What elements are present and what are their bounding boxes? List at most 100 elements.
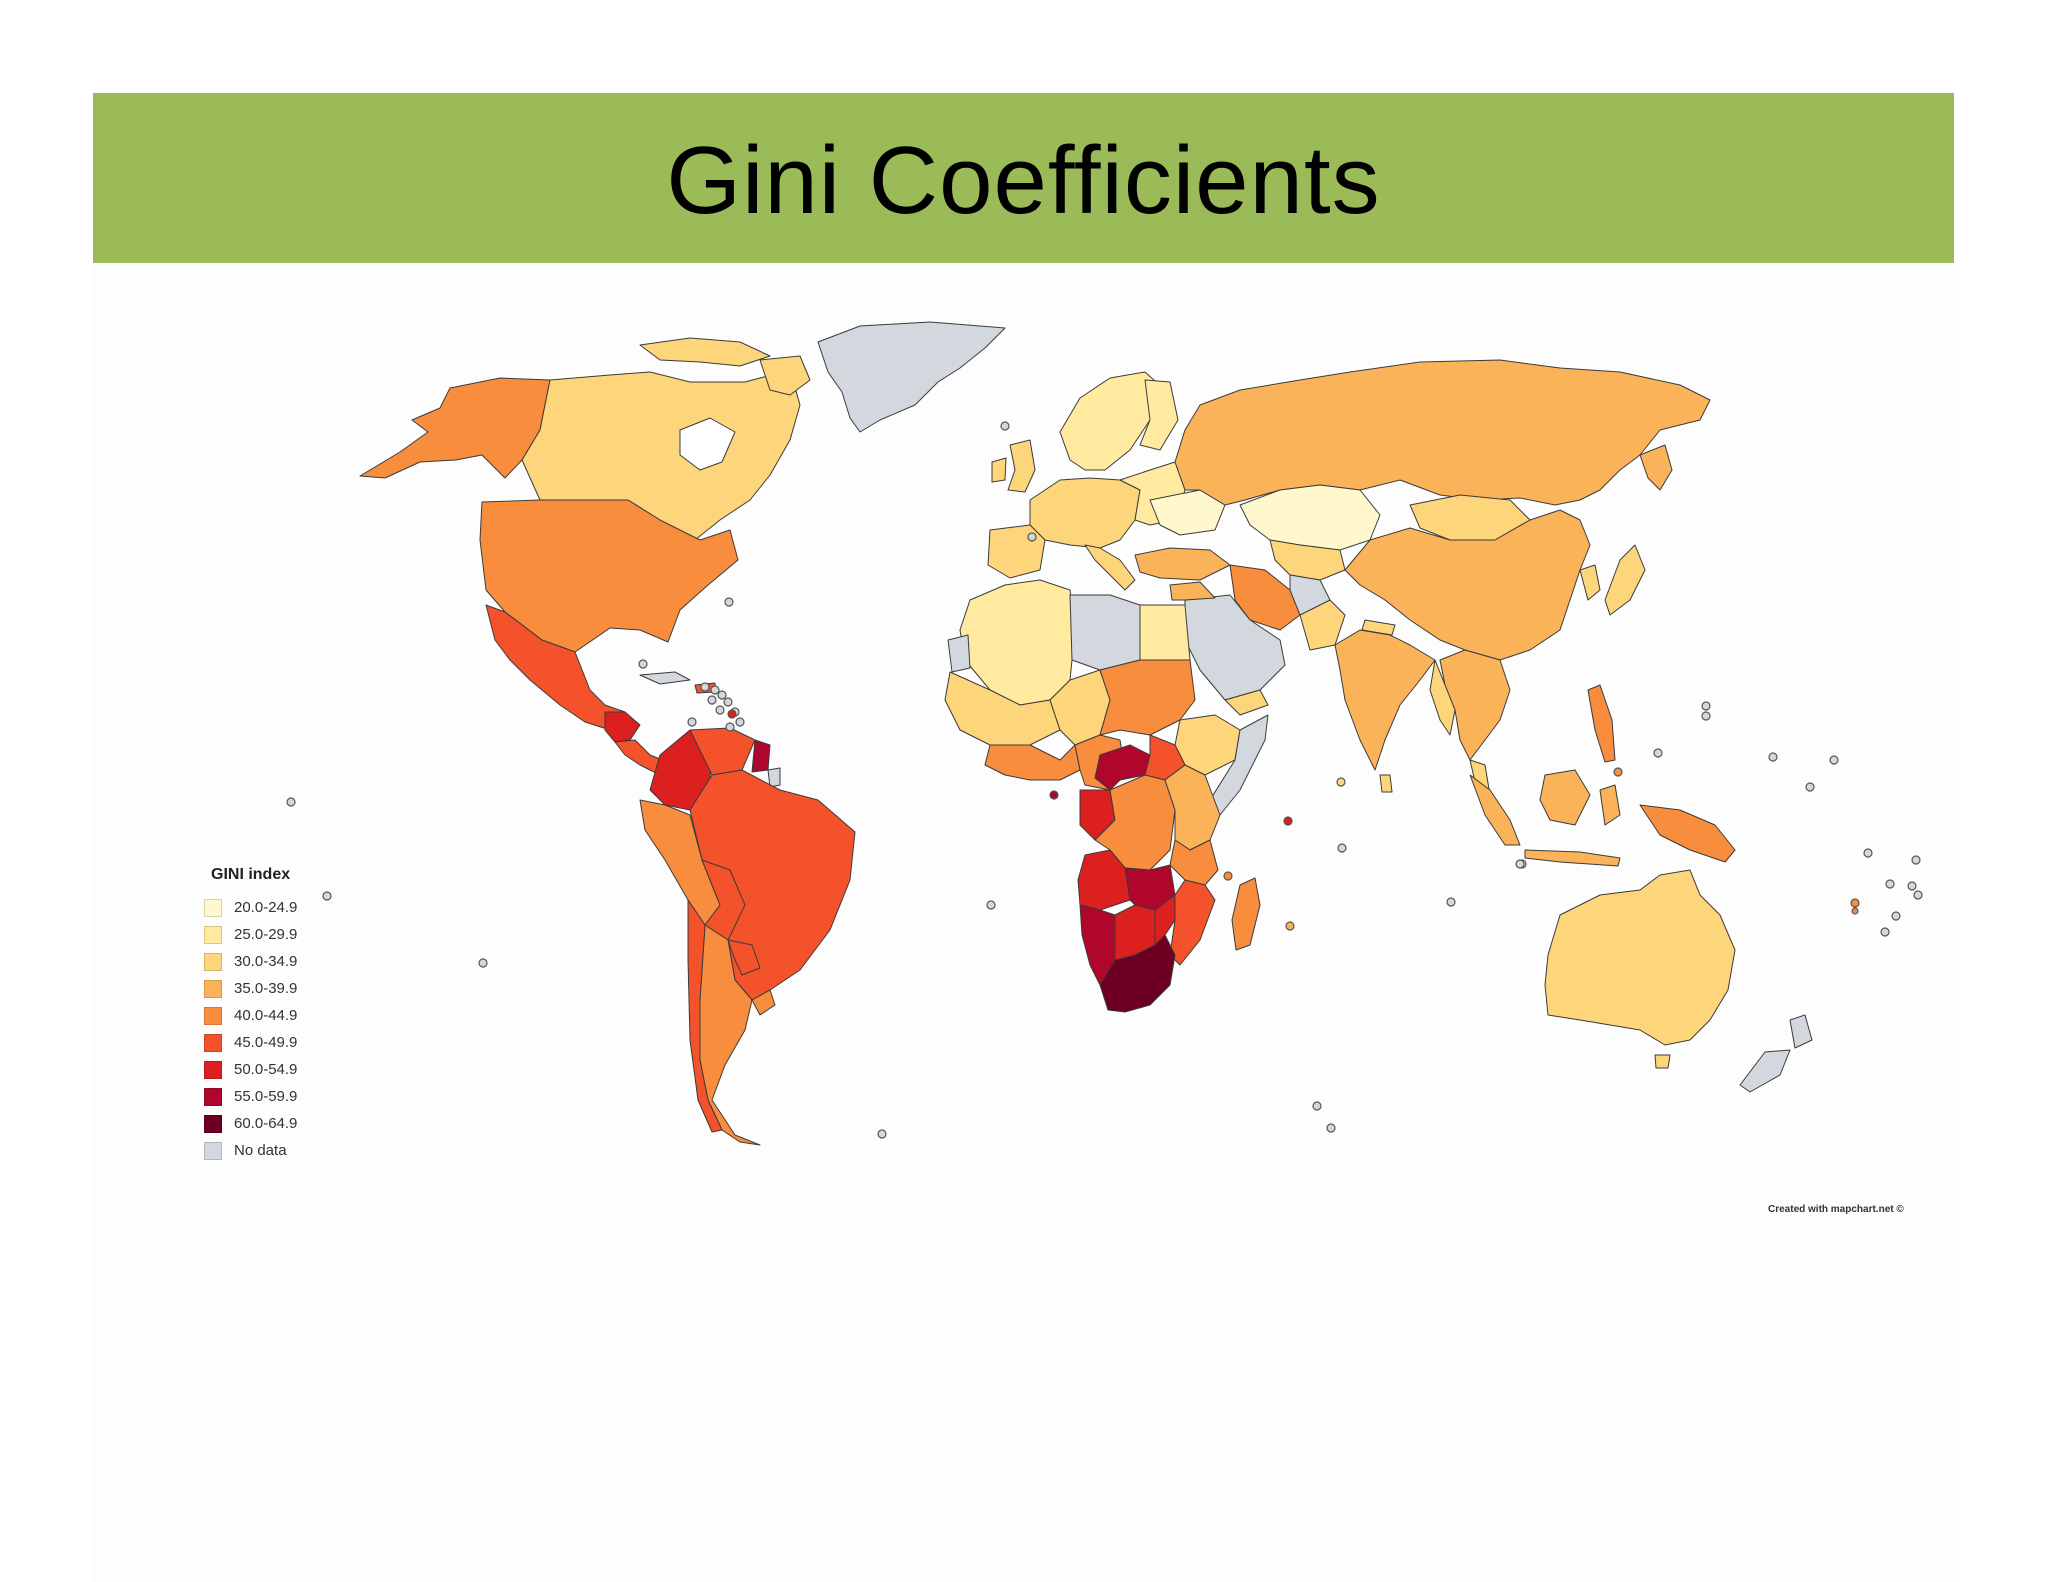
island-marker	[1829, 755, 1839, 765]
title-bar: Gini Coefficients	[93, 93, 1954, 263]
island-marker	[717, 690, 727, 700]
region-nepal	[1361, 619, 1396, 636]
island-marker	[1000, 421, 1010, 431]
region-russia-east	[1639, 444, 1673, 491]
island-marker-colored	[1851, 907, 1859, 915]
island-marker	[638, 659, 648, 669]
legend-title: GINI index	[211, 866, 291, 883]
island-marker	[1768, 752, 1778, 762]
island-marker	[725, 722, 735, 732]
region-sudan	[1099, 659, 1196, 736]
region-west-africa-coast	[984, 744, 1081, 781]
island-marker	[1312, 1101, 1322, 1111]
legend-item: 40.0-44.9	[203, 1002, 343, 1029]
region-new-guinea	[1639, 804, 1736, 863]
island-marker-colored	[1049, 790, 1059, 800]
island-marker	[1326, 1123, 1336, 1133]
legend-item: 55.0-59.9	[203, 1083, 343, 1110]
region-french-guiana	[767, 767, 781, 788]
island-marker-colored	[727, 709, 737, 719]
island-marker-colored	[1336, 777, 1346, 787]
region-myanmar	[1429, 659, 1456, 736]
region-tasmania	[1654, 1054, 1671, 1069]
region-pakistan	[1299, 599, 1346, 651]
region-somalia	[1209, 714, 1269, 816]
legend-label: 50.0-54.9	[234, 1061, 298, 1078]
island-marker	[1911, 855, 1921, 865]
region-zimbabwe	[1154, 894, 1176, 946]
legend-swatch	[204, 979, 222, 998]
legend-swatch	[204, 925, 222, 944]
region-guianas	[751, 739, 771, 773]
region-borneo	[1539, 769, 1591, 826]
region-china	[1344, 509, 1591, 661]
island-marker	[1891, 911, 1901, 921]
legend-label: 55.0-59.9	[234, 1088, 298, 1105]
legend-swatch	[204, 898, 222, 917]
region-angola	[1077, 849, 1131, 911]
region-central-america	[604, 711, 641, 743]
island-marker	[724, 597, 734, 607]
region-car	[1094, 744, 1151, 791]
region-java	[1524, 849, 1621, 867]
region-alaska	[359, 377, 551, 479]
island-marker	[710, 685, 720, 695]
region-sumatra	[1469, 774, 1521, 846]
region-uruguay	[751, 989, 776, 1016]
region-sahel-west	[944, 671, 1061, 746]
map-credit: Created with mapchart.net ©	[1768, 1204, 1904, 1215]
region-italy-balkans	[1084, 544, 1136, 591]
region-canada-islands	[639, 337, 771, 367]
legend-item: 35.0-39.9	[203, 975, 343, 1002]
region-mozambique	[1169, 879, 1216, 966]
legend-label: 45.0-49.9	[234, 1034, 298, 1051]
region-canada-islands-2	[759, 355, 811, 396]
island-marker-colored	[1285, 921, 1295, 931]
region-india	[1334, 629, 1436, 771]
island-marker	[286, 797, 296, 807]
legend-label: 25.0-29.9	[234, 926, 298, 943]
legend-label: 20.0-24.9	[234, 899, 298, 916]
island-marker	[1515, 859, 1525, 869]
island-marker	[478, 958, 488, 968]
island-marker	[1653, 748, 1663, 758]
region-egypt	[1139, 604, 1191, 661]
region-western-sahara	[947, 634, 971, 673]
region-philippines	[1587, 684, 1616, 763]
island-marker	[877, 1129, 887, 1139]
region-tanzania	[1169, 839, 1219, 886]
region-yemen	[1224, 689, 1269, 716]
region-chile	[687, 899, 723, 1133]
region-cuba	[639, 671, 691, 685]
legend-item: 60.0-64.9	[203, 1110, 343, 1137]
island-marker	[723, 697, 733, 707]
island-marker-colored	[1223, 871, 1233, 881]
island-marker	[1913, 890, 1923, 900]
island-marker	[700, 682, 710, 692]
legend-label: No data	[234, 1142, 287, 1159]
legend-item: 25.0-29.9	[203, 921, 343, 948]
region-new-zealand	[1789, 1014, 1813, 1049]
legend-swatch	[204, 952, 222, 971]
legend-item: 50.0-54.9	[203, 1056, 343, 1083]
region-iberia	[987, 524, 1046, 579]
island-marker	[1907, 881, 1917, 891]
region-greece-turkey	[1134, 547, 1231, 581]
island-marker	[986, 900, 996, 910]
region-western-europe	[1029, 477, 1141, 549]
region-russia	[1174, 359, 1711, 506]
island-marker	[1027, 532, 1037, 542]
region-ireland	[991, 457, 1007, 483]
legend-swatch	[204, 1141, 222, 1160]
island-marker	[1863, 848, 1873, 858]
legend-swatch	[204, 1033, 222, 1052]
slide-title: Gini Coefficients	[666, 127, 1381, 234]
island-marker-colored	[1850, 898, 1860, 908]
island-marker	[322, 891, 332, 901]
legend-item: No data	[203, 1137, 343, 1164]
slide-background	[93, 93, 1954, 1582]
region-japan	[1604, 544, 1646, 616]
legend-label: 30.0-34.9	[234, 953, 298, 970]
region-arabia	[1184, 594, 1286, 701]
